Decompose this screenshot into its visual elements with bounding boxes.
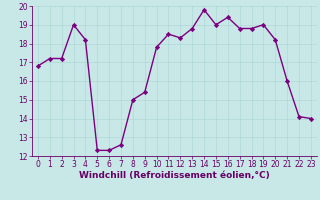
X-axis label: Windchill (Refroidissement éolien,°C): Windchill (Refroidissement éolien,°C) [79, 171, 270, 180]
